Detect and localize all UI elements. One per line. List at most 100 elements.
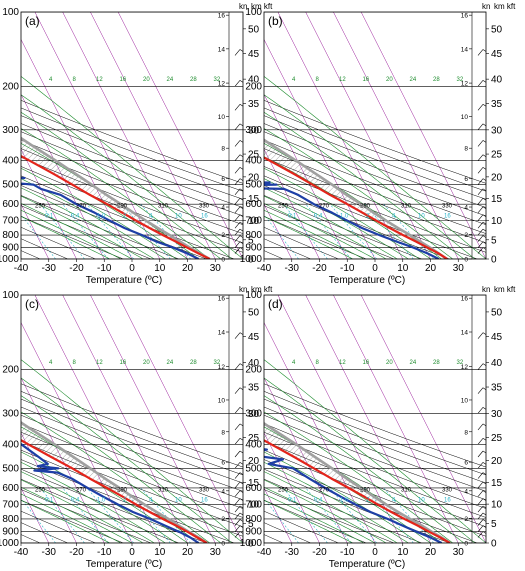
dry-adiabat-label: 250 xyxy=(35,488,46,494)
temperature-tick-label: -30 xyxy=(42,547,57,558)
wind-barb xyxy=(477,80,484,87)
km-tick-label: 4 xyxy=(221,488,225,495)
temperature-tick-label: -20 xyxy=(69,263,84,274)
temperature-tick-label: 0 xyxy=(372,263,378,274)
km-tick-label: 10 xyxy=(218,397,226,404)
panel-label: (c) xyxy=(25,297,39,311)
dewpoint-line xyxy=(264,448,443,543)
plot-area xyxy=(21,12,243,259)
cape-area xyxy=(264,139,421,242)
pressure-tick-label: 600 xyxy=(245,483,262,494)
wind-barb xyxy=(477,438,484,445)
isotherm-line xyxy=(333,295,459,543)
parcel-line xyxy=(21,136,211,259)
wind-barb xyxy=(239,154,244,157)
pressure-tick-label: 1000 xyxy=(0,254,19,265)
moist-adiabat-line xyxy=(264,359,486,543)
wind-units-label: kn xyxy=(239,285,247,294)
wind-barb xyxy=(477,531,484,538)
dry-adiabat-line xyxy=(21,148,243,234)
cape-area xyxy=(21,138,181,242)
pressure-tick-label: 700 xyxy=(2,216,19,227)
pressure-tick-label: 400 xyxy=(245,156,262,167)
moist-adiabat-label: 12 xyxy=(96,360,103,366)
height-units-label: km kft xyxy=(251,2,273,11)
moist-adiabat-label: 8 xyxy=(316,77,320,83)
mixing-ratio-line xyxy=(40,204,85,259)
isotherm-line xyxy=(21,487,49,543)
temperature-tick-label: 30 xyxy=(453,263,465,274)
kft-tick-label: 15 xyxy=(248,478,260,489)
kft-tick-label: 50 xyxy=(491,24,503,35)
dry-adiabat-line xyxy=(21,383,243,468)
wind-barb xyxy=(234,525,241,532)
wind-barb xyxy=(234,228,241,236)
isotherm-line xyxy=(21,93,105,259)
wind-barb xyxy=(239,423,244,427)
parcel-line xyxy=(264,138,448,259)
wind-barb xyxy=(477,490,484,497)
mixing-ratio-label: 1.0 xyxy=(97,497,106,503)
wind-barb xyxy=(239,531,244,534)
pressure-tick-label: 300 xyxy=(245,408,262,419)
pressure-tick-label: 800 xyxy=(2,514,19,525)
wind-barb xyxy=(239,241,244,244)
moist-adiabat-line xyxy=(264,203,376,259)
km-tick-label: 6 xyxy=(221,176,225,183)
dry-adiabat-label: 270 xyxy=(76,488,87,494)
dewpoint-line xyxy=(264,179,440,259)
pressure-tick-label: 700 xyxy=(2,500,19,511)
dry-adiabat-line xyxy=(264,205,395,259)
isotherm-line xyxy=(21,148,77,259)
km-tick-label: 12 xyxy=(461,364,469,371)
wind-barb xyxy=(477,498,484,505)
wind-barb xyxy=(477,525,484,532)
moist-adiabat-label: 32 xyxy=(457,77,464,83)
isotherm-line xyxy=(62,295,188,543)
dry-adiabat-line xyxy=(264,510,339,543)
moist-adiabat-label: 12 xyxy=(96,77,103,83)
moist-adiabat-line xyxy=(264,178,409,259)
mixing-ratio-label: 4 xyxy=(392,214,396,220)
dry-adiabat-line xyxy=(21,414,243,501)
wind-barb xyxy=(234,188,241,196)
mixing-ratio-label: 0.1 xyxy=(288,497,297,503)
kft-tick-label: 45 xyxy=(248,332,260,343)
dry-adiabat-line xyxy=(21,215,124,259)
moist-adiabat-label: 28 xyxy=(433,77,440,83)
pressure-tick-label: 100 xyxy=(2,7,19,18)
kft-tick-label: 35 xyxy=(248,99,260,110)
wind-barb xyxy=(234,438,241,445)
wind-barb xyxy=(234,423,241,431)
plot-area xyxy=(21,295,243,543)
moist-adiabat-label: 28 xyxy=(433,360,440,366)
temperature-tick-label: 0 xyxy=(372,547,378,558)
km-tick-label: 14 xyxy=(218,330,226,337)
dry-adiabat-line xyxy=(21,227,96,259)
mixing-ratio-line xyxy=(305,204,352,259)
moist-adiabat-label: 20 xyxy=(143,360,150,366)
wind-barb xyxy=(239,363,244,366)
wind-barb xyxy=(482,450,487,454)
wind-barb xyxy=(234,450,241,458)
pressure-tick-label: 100 xyxy=(245,7,262,18)
pressure-tick-label: 300 xyxy=(245,125,262,136)
moist-adiabat-line xyxy=(264,187,398,259)
moist-adiabat-label: 24 xyxy=(410,360,417,366)
dry-adiabat-line xyxy=(264,391,486,476)
dry-adiabat-line xyxy=(21,391,243,476)
isotherm-line xyxy=(21,377,105,543)
kft-tick-label: 50 xyxy=(248,24,260,35)
dry-adiabat-line xyxy=(264,398,486,484)
kft-tick-label: 40 xyxy=(248,358,260,369)
dry-adiabat-line xyxy=(264,423,486,509)
wind-barb xyxy=(482,206,487,210)
moist-adiabat-line xyxy=(21,203,133,259)
wind-barb xyxy=(477,228,484,236)
x-axis-label: Temperature (ºC) xyxy=(86,275,162,286)
kft-tick-label: 50 xyxy=(248,307,260,318)
wind-barb xyxy=(482,525,487,528)
pressure-tick-label: 300 xyxy=(2,125,19,136)
wind-units-label: kn xyxy=(239,2,247,11)
dry-adiabat-line xyxy=(264,175,478,259)
